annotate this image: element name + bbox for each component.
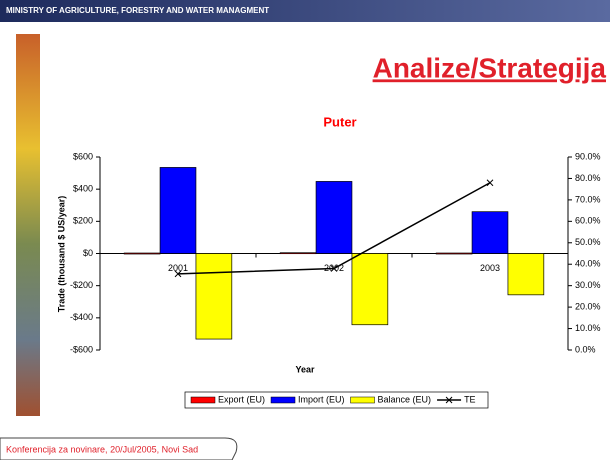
footer-text: Konferencija za novinare, 20/Jul/2005, N… <box>6 444 198 454</box>
slide-title: Analize/Strategija <box>373 52 607 83</box>
bar <box>316 181 352 253</box>
y-tick-label: -$200 <box>70 280 93 290</box>
y2-tick-label: 60.0% <box>575 216 601 226</box>
legend-swatch <box>191 397 215 403</box>
y-tick-label: $400 <box>73 184 93 194</box>
y-tick-label: $0 <box>83 248 93 258</box>
legend-label: Export (EU) <box>218 394 265 404</box>
y-tick-label: -$400 <box>70 312 93 322</box>
y-tick-label: $600 <box>73 151 93 161</box>
line-marker <box>487 180 493 186</box>
bar <box>472 212 508 254</box>
bar <box>196 254 232 340</box>
y2-tick-label: 30.0% <box>575 280 601 290</box>
y2-tick-label: 0.0% <box>575 344 596 354</box>
legend-swatch <box>271 397 295 403</box>
bar <box>160 167 196 253</box>
chart-title: Puter <box>323 114 356 129</box>
y2-tick-label: 80.0% <box>575 173 601 183</box>
y2-tick-label: 90.0% <box>575 151 601 161</box>
x-tick-label: 2001 <box>168 263 188 273</box>
y2-tick-label: 40.0% <box>575 259 601 269</box>
y-tick-label: -$600 <box>70 344 93 354</box>
bar <box>280 253 316 254</box>
y2-tick-label: 20.0% <box>575 301 601 311</box>
y-tick-label: $200 <box>73 216 93 226</box>
x-axis-title: Year <box>295 364 315 374</box>
header-text: MINISTRY OF AGRICULTURE, FORESTRY AND WA… <box>6 6 269 15</box>
legend-swatch <box>351 397 375 403</box>
legend-label: Import (EU) <box>298 394 345 404</box>
image-strip <box>16 34 40 416</box>
x-tick-label: 2003 <box>480 263 500 273</box>
y-axis-title: Trade (thousand $ US/year) <box>56 196 66 313</box>
y2-tick-label: 70.0% <box>575 194 601 204</box>
bar <box>124 253 160 254</box>
bar <box>508 254 544 295</box>
legend-label: TE <box>464 394 476 404</box>
y2-tick-label: 10.0% <box>575 323 601 333</box>
slide: MINISTRY OF AGRICULTURE, FORESTRY AND WA… <box>0 0 610 460</box>
bar <box>436 253 472 254</box>
bar <box>352 254 388 325</box>
legend-label: Balance (EU) <box>378 394 432 404</box>
y2-tick-label: 50.0% <box>575 237 601 247</box>
